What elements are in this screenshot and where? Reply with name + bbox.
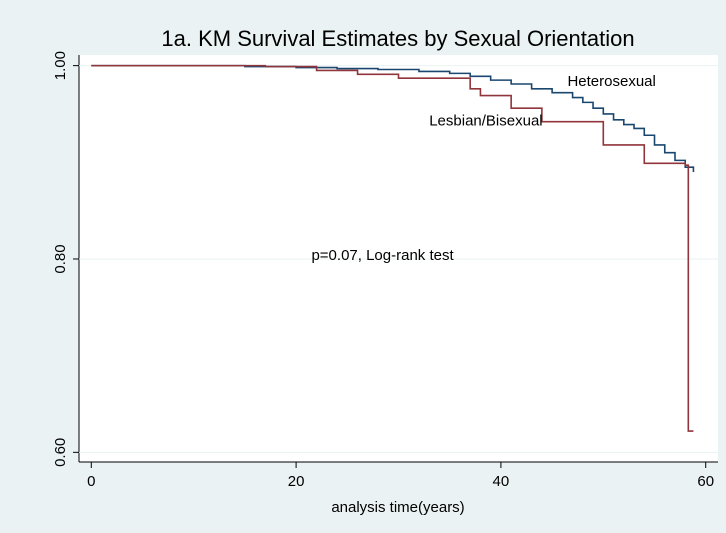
x-tick-label: 20 — [288, 473, 305, 490]
x-tick-label: 60 — [697, 473, 714, 490]
x-tick-label: 0 — [87, 473, 95, 490]
x-axis-label: analysis time(years) — [331, 499, 464, 516]
survival-curve — [91, 64, 695, 172]
survival-curve — [91, 64, 694, 432]
y-tick-label: 1.00 — [52, 51, 69, 80]
y-tick-label: 0.60 — [52, 438, 69, 467]
series-label: Lesbian/Bisexual — [429, 113, 542, 130]
annotation: p=0.07, Log-rank test — [311, 247, 454, 264]
chart-title: 1a. KM Survival Estimates by Sexual Orie… — [161, 26, 634, 51]
series-label: Heterosexual — [567, 73, 655, 90]
x-tick-label: 40 — [493, 473, 510, 490]
y-tick-label: 0.80 — [52, 244, 69, 273]
